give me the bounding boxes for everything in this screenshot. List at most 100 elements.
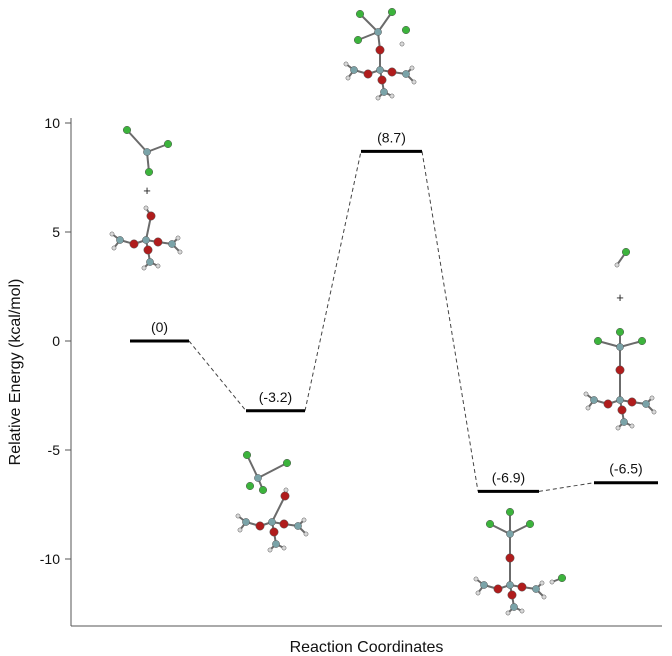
atom [242,450,252,460]
x-axis-title: Reaction Coordinates [290,639,444,656]
atom [267,547,273,553]
atom [254,474,262,482]
y-tick-label: -5 [48,442,61,458]
atom [116,236,124,244]
y-tick-label: -10 [40,551,60,567]
y-axis-title: Relative Energy (kcal/mol) [7,279,24,466]
energy-levels: (0) (-3.2) (8.7) (-6.9) (-6.5) [130,129,658,493]
atom [376,66,384,74]
energy-level-label: (8.7) [377,129,406,145]
atom [279,519,289,529]
molecule-complex-prereactive [235,450,309,553]
atom [603,399,613,409]
atom [255,521,265,531]
atom [621,247,631,257]
atom [380,88,388,96]
atom [143,148,151,156]
atom [401,25,411,35]
bond [246,454,259,479]
atom [506,581,514,589]
atom [280,491,290,501]
atom [409,65,415,71]
atom [616,343,624,351]
atom [590,396,598,404]
atom [235,513,241,519]
atom [146,211,156,221]
atom [343,61,349,67]
molecule-structures: ++ [109,7,657,616]
molecule-products [583,327,657,431]
atom [245,481,255,491]
atom [480,581,488,589]
atom [129,239,139,249]
bond [359,13,379,33]
atom [532,585,540,593]
atom [411,79,417,85]
atom [353,35,363,45]
atom [525,519,535,529]
atom [272,540,280,548]
atom [493,584,503,594]
molecule-ccl3-radical [122,125,173,177]
atom [620,418,628,426]
atom [616,396,624,404]
atom [593,336,603,346]
atom [144,167,154,177]
atom [649,395,655,401]
bond [257,462,288,479]
atom [153,237,163,247]
atom [363,69,373,79]
energy-level-label: (-6.5) [609,461,642,477]
atom [583,391,589,397]
connector-line [421,151,479,492]
atom [141,265,147,271]
atom [109,231,115,237]
energy-level-label: (-3.2) [259,389,292,405]
atom [507,590,517,600]
energy-level-label: (-6.9) [492,469,525,485]
molecule-hcl [614,247,631,268]
atom [301,517,307,523]
atom [168,240,176,248]
atom [374,28,382,36]
atom [541,594,547,600]
atom [549,579,555,585]
plus-sign: + [143,183,151,198]
atom [519,608,525,614]
atom [505,610,511,616]
atom [517,582,527,592]
atom [355,9,365,19]
atom [615,425,621,431]
atom [143,205,149,211]
atom [637,336,647,346]
connector-line [538,482,595,492]
atom [143,245,153,255]
atom [377,75,387,85]
atom [163,139,173,149]
atom [387,7,397,17]
atom [629,423,635,429]
bond [377,11,393,33]
connectors [188,151,595,492]
atom [345,75,351,81]
y-tick-label: 10 [44,115,60,131]
connector-line [304,151,362,411]
atom [282,458,292,468]
atom [615,365,625,375]
atom [557,573,567,583]
atom [237,527,243,533]
energy-level-label: (0) [151,319,168,335]
atom [510,603,518,611]
atom [269,527,279,537]
atom [111,245,117,251]
atom [268,518,276,526]
molecule-transition-state [343,7,417,101]
atom [539,580,545,586]
bond [126,129,148,153]
atom [155,263,161,269]
atom [177,249,183,255]
atom [505,507,515,517]
y-tick-label: 0 [52,333,60,349]
atom [399,41,405,47]
atom [614,262,620,268]
